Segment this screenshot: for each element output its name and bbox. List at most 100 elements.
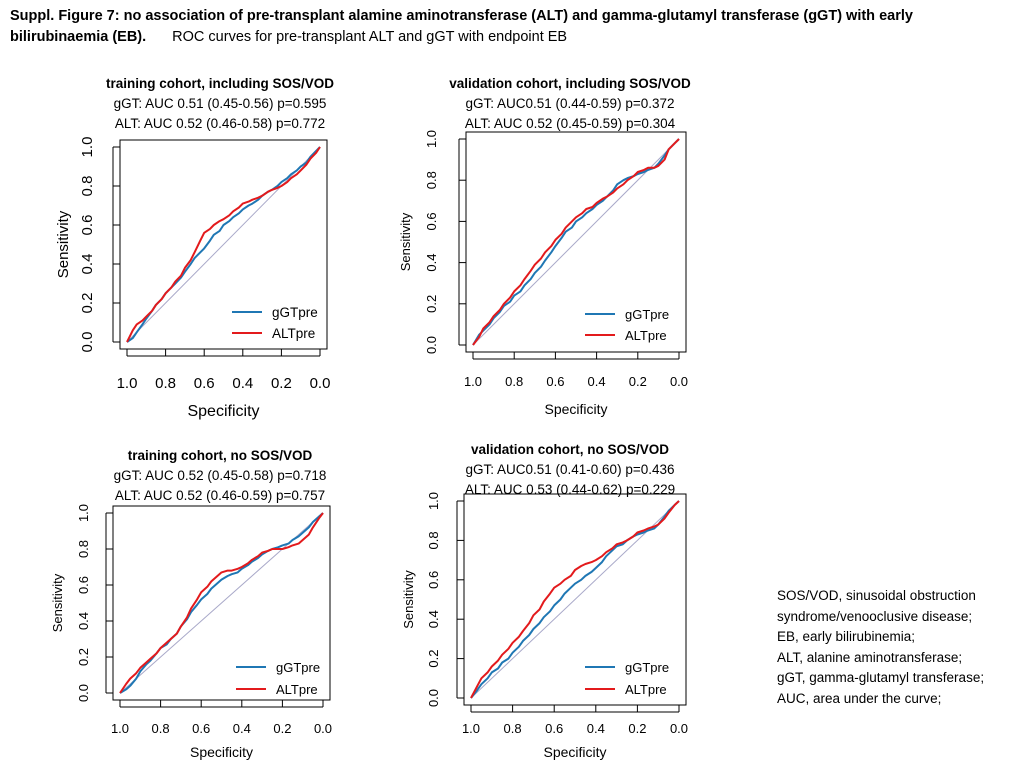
y-tick-label: 1.0	[426, 492, 441, 510]
y-tick-label: 0.4	[79, 254, 96, 275]
roc-line-altpre	[470, 500, 680, 699]
x-tick-label: 0.0	[314, 721, 332, 736]
y-tick-label: 0.4	[426, 610, 441, 628]
y-tick-label: 0.2	[79, 293, 96, 314]
y-tick-label: 0.6	[79, 215, 96, 236]
figure-caption: Suppl. Figure 7: no association of pre-t…	[10, 6, 1010, 48]
reference-diagonal	[472, 138, 680, 346]
y-tick-label: 0.2	[76, 648, 91, 666]
roc-line-altpre	[126, 146, 321, 343]
roc-line-altpre	[119, 512, 324, 694]
legend-label: gGTpre	[276, 660, 320, 675]
x-tick-label: 1.0	[117, 375, 138, 392]
x-axis-label: Specificity	[187, 403, 259, 420]
x-tick-label: 0.2	[271, 375, 292, 392]
chart-title: training cohort, no SOS/VOD	[127, 448, 313, 463]
chart-subtitle-alt: ALT: AUC 0.52 (0.46-0.59) p=0.757	[114, 488, 326, 503]
note-line: gGT, gamma-glutamyl transferase;	[777, 670, 985, 685]
legend-label: gGTpre	[625, 660, 669, 675]
chart-subtitle-alt: ALT: AUC 0.53 (0.44-0.62) p=0.229	[464, 482, 676, 497]
x-tick-label: 0.6	[192, 721, 210, 736]
x-tick-label: 0.4	[233, 721, 251, 736]
y-tick-label: 0.6	[76, 576, 91, 594]
x-tick-label: 0.8	[152, 721, 170, 736]
reference-diagonal	[126, 146, 321, 343]
roc-line-ggtpre	[472, 138, 680, 346]
roc-line-altpre	[472, 138, 680, 346]
y-axis-label: Sensitivity	[55, 210, 72, 278]
plot-frame	[465, 131, 687, 353]
y-tick-label: 0.8	[76, 540, 91, 558]
note-line: EB, early bilirubinemia;	[777, 629, 916, 644]
x-tick-label: 0.4	[588, 374, 606, 389]
y-tick-label: 0.4	[76, 612, 91, 630]
panel-title-4: validation cohort, no SOS/VOD gGT: AUC0.…	[420, 440, 720, 500]
x-tick-label: 0.2	[629, 374, 647, 389]
x-axis-label: Specificity	[544, 401, 607, 417]
chart-subtitle-ggt: gGT: AUC 0.51 (0.45-0.56) p=0.595	[113, 96, 327, 111]
y-tick-label: 0.0	[424, 336, 439, 354]
plot-frame	[119, 139, 328, 350]
x-tick-label: 0.6	[546, 374, 564, 389]
x-tick-label: 0.0	[670, 374, 688, 389]
chart-subtitle-alt: ALT: AUC 0.52 (0.46-0.58) p=0.772	[114, 116, 326, 131]
chart-title: validation cohort, no SOS/VOD	[470, 442, 670, 457]
chart-subtitle-alt: ALT: AUC 0.52 (0.45-0.59) p=0.304	[464, 116, 676, 131]
x-tick-label: 0.4	[232, 375, 253, 392]
y-tick-label: 0.8	[79, 176, 96, 197]
x-tick-label: 0.0	[310, 375, 331, 392]
chart-title: training cohort, including SOS/VOD	[105, 76, 334, 91]
legend-label: ALTpre	[276, 682, 318, 697]
x-tick-label: 0.6	[545, 721, 563, 736]
y-tick-label: 0.2	[424, 295, 439, 313]
y-axis-label: Sensitivity	[398, 212, 413, 271]
legend-label: gGTpre	[272, 305, 318, 320]
y-axis-label: Sensitivity	[50, 573, 65, 632]
chart-subtitle-ggt: gGT: AUC 0.52 (0.45-0.58) p=0.718	[113, 468, 327, 483]
y-tick-label: 1.0	[79, 137, 96, 158]
reference-diagonal	[470, 500, 680, 699]
y-axis-label: Sensitivity	[401, 570, 416, 629]
legend-label: ALTpre	[625, 682, 667, 697]
x-tick-label: 0.8	[505, 374, 523, 389]
x-tick-label: 0.4	[587, 721, 605, 736]
legend-label: ALTpre	[625, 328, 667, 343]
x-tick-label: 1.0	[111, 721, 129, 736]
x-tick-label: 0.2	[273, 721, 291, 736]
plot-frame	[112, 505, 331, 701]
y-tick-label: 0.6	[426, 571, 441, 589]
note-line: SOS/VOD, sinusoidal obstruction	[777, 588, 976, 603]
x-tick-label: 0.8	[504, 721, 522, 736]
y-tick-label: 1.0	[424, 130, 439, 148]
legend-label: ALTpre	[272, 326, 315, 341]
x-axis-label: Specificity	[543, 744, 606, 760]
chart-title: validation cohort, including SOS/VOD	[449, 76, 691, 91]
legend-label: gGTpre	[625, 307, 669, 322]
y-tick-label: 1.0	[76, 504, 91, 522]
plot-frame	[463, 493, 687, 706]
x-tick-label: 0.6	[194, 375, 215, 392]
note-line: syndrome/venooclusive disease;	[777, 608, 973, 624]
note-line: ALT, alanine aminotransferase;	[777, 649, 963, 665]
y-tick-label: 0.0	[79, 332, 96, 353]
abbreviation-notes: SOS/VOD, sinusoidal obstruction syndrome…	[777, 586, 984, 709]
x-axis-label: Specificity	[190, 744, 253, 760]
chart-subtitle-ggt: gGT: AUC0.51 (0.44-0.59) p=0.372	[465, 96, 675, 111]
x-tick-label: 1.0	[464, 374, 482, 389]
x-tick-label: 0.0	[670, 721, 688, 736]
panel-title-3: training cohort, no SOS/VOD gGT: AUC 0.5…	[70, 446, 370, 506]
y-tick-label: 0.8	[424, 171, 439, 189]
y-tick-label: 0.0	[76, 684, 91, 702]
panel-title-2: validation cohort, including SOS/VOD gGT…	[420, 74, 720, 134]
caption-rest: ROC curves for pre-transplant ALT and gG…	[172, 29, 568, 45]
roc-line-ggtpre	[470, 500, 680, 699]
x-tick-label: 0.8	[155, 375, 176, 392]
chart-subtitle-ggt: gGT: AUC0.51 (0.41-0.60) p=0.436	[465, 462, 675, 477]
y-tick-label: 0.8	[426, 531, 441, 549]
y-tick-label: 0.6	[424, 212, 439, 230]
caption-bold: Suppl. Figure 7: no association of pre-t…	[10, 8, 913, 45]
panel-title-1: training cohort, including SOS/VOD gGT: …	[70, 74, 370, 134]
